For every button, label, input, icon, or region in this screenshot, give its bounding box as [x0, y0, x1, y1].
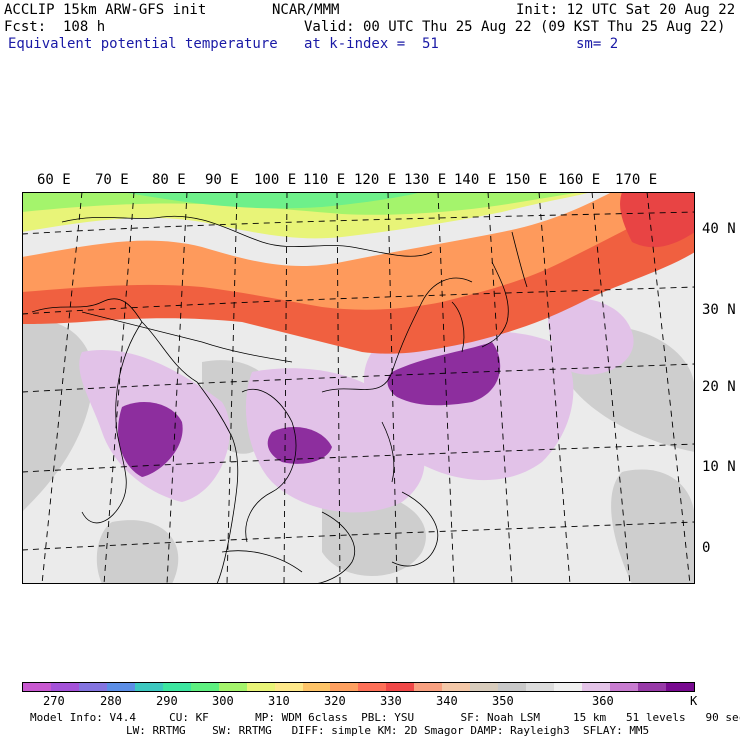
lat-label: 30 N: [702, 302, 736, 318]
colorbar-segment: [582, 683, 611, 691]
theta-e-map: [22, 192, 695, 584]
colorbar-tick: 340: [436, 694, 458, 708]
colorbar-segment: [665, 683, 694, 691]
colorbar-tick: 330: [380, 694, 402, 708]
lat-label: 10 N: [702, 459, 736, 475]
smoothing-label: sm= 2: [576, 36, 619, 52]
colorbar-segment: [414, 683, 443, 691]
colorbar-segment: [498, 683, 527, 691]
colorbar-segment: [134, 683, 163, 691]
lon-label: 100 E: [254, 172, 297, 188]
lon-label: 80 E: [152, 172, 186, 188]
colorbar-segment: [274, 683, 303, 691]
lon-label: 170 E: [615, 172, 658, 188]
field-name: Equivalent potential temperature: [8, 36, 278, 52]
valid-time: Valid: 00 UTC Thu 25 Aug 22 (09 KST Thu …: [304, 19, 726, 35]
lon-label: 120 E: [354, 172, 397, 188]
physics-info: LW: RRTMG SW: RRTMG DIFF: simple KM: 2D …: [126, 724, 650, 737]
colorbar: [22, 682, 695, 692]
colorbar-segment: [162, 683, 191, 691]
lat-label: 40 N: [702, 221, 736, 237]
level-label: at k-index = 51: [304, 36, 439, 52]
lon-label: 70 E: [95, 172, 129, 188]
lon-label: 160 E: [558, 172, 601, 188]
colorbar-tick: 320: [324, 694, 346, 708]
colorbar-segment: [330, 683, 359, 691]
colorbar-segment: [106, 683, 135, 691]
colorbar-segment: [78, 683, 107, 691]
colorbar-segment: [442, 683, 471, 691]
lon-label: 60 E: [37, 172, 71, 188]
colorbar-tick: 280: [100, 694, 122, 708]
lat-label: 20 N: [702, 379, 736, 395]
colorbar-segment: [554, 683, 583, 691]
colorbar-segment: [23, 683, 51, 691]
colorbar-tick: 360: [592, 694, 614, 708]
colorbar-segment: [246, 683, 275, 691]
colorbar-segment: [190, 683, 219, 691]
model-info: Model Info: V4.4 CU: KF MP: WDM 6class P…: [30, 711, 740, 724]
colorbar-segment: [218, 683, 247, 691]
colorbar-tick: 310: [268, 694, 290, 708]
lat-label: 0: [702, 540, 711, 556]
lon-label: 90 E: [205, 172, 239, 188]
colorbar-segment: [358, 683, 387, 691]
colorbar-unit: K: [690, 694, 698, 708]
colorbar-segment: [50, 683, 79, 691]
colorbar-segment: [302, 683, 331, 691]
lon-label: 150 E: [505, 172, 548, 188]
colorbar-tick: 270: [43, 694, 65, 708]
lon-label: 110 E: [303, 172, 346, 188]
colorbar-segment: [526, 683, 555, 691]
forecast-hour: Fcst: 108 h: [4, 19, 106, 35]
colorbar-tick: 350: [492, 694, 514, 708]
init-time: Init: 12 UTC Sat 20 Aug 22: [516, 2, 736, 18]
colorbar-segment: [386, 683, 415, 691]
colorbar-segment: [610, 683, 638, 691]
lon-label: 140 E: [454, 172, 497, 188]
lon-label: 130 E: [404, 172, 447, 188]
model-title: ACCLIP 15km ARW-GFS init: [4, 2, 207, 18]
colorbar-tick: 290: [156, 694, 178, 708]
org-label: NCAR/MMM: [272, 2, 340, 18]
colorbar-segment: [470, 683, 499, 691]
colorbar-tick: 300: [212, 694, 234, 708]
colorbar-segment: [637, 683, 666, 691]
